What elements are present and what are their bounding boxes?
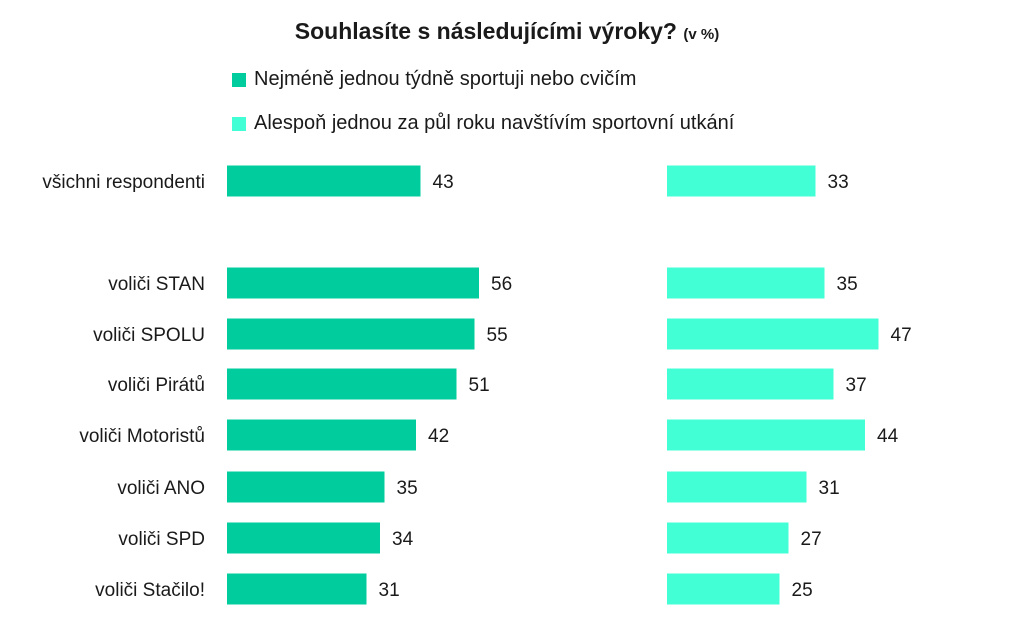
data-label-series-1: 42 bbox=[428, 426, 449, 447]
data-label-series-1: 55 bbox=[487, 325, 508, 346]
legend-item-series-2: Alespoň jednou za půl roku navštívím spo… bbox=[232, 112, 734, 135]
category-label: voliči Stačilo! bbox=[95, 580, 205, 601]
category-label: voliči STAN bbox=[108, 274, 205, 295]
bar-series-2 bbox=[667, 267, 825, 299]
bar-series-2 bbox=[667, 318, 879, 350]
category-label: všichni respondenti bbox=[42, 172, 205, 193]
data-label-series-2: 35 bbox=[837, 274, 858, 295]
data-label-series-1: 43 bbox=[433, 172, 454, 193]
data-label-series-1: 31 bbox=[379, 580, 400, 601]
chart-title: Souhlasíte s následujícími výroky? (v %) bbox=[0, 18, 1014, 45]
data-label-series-2: 31 bbox=[819, 478, 840, 499]
bar-series-2 bbox=[667, 419, 865, 451]
bar-series-1 bbox=[227, 522, 380, 554]
data-label-series-2: 33 bbox=[828, 172, 849, 193]
legend-label-series-2: Alespoň jednou za půl roku navštívím spo… bbox=[254, 112, 735, 134]
data-label-series-2: 47 bbox=[891, 325, 912, 346]
bar-series-2 bbox=[667, 368, 834, 400]
bar-series-1 bbox=[227, 368, 457, 400]
legend-item-series-1: Nejméně jednou týdně sportuji nebo cvičí… bbox=[232, 68, 636, 91]
data-label-series-1: 51 bbox=[469, 375, 490, 396]
category-label: voliči ANO bbox=[117, 478, 205, 499]
data-label-series-1: 34 bbox=[392, 529, 414, 550]
bar-series-2 bbox=[667, 522, 789, 554]
bar-series-1 bbox=[227, 573, 367, 605]
data-label-series-1: 56 bbox=[491, 274, 512, 295]
bar-series-2 bbox=[667, 165, 816, 197]
chart-title-text: Souhlasíte s následujícími výroky? bbox=[294, 18, 677, 44]
bar-series-2 bbox=[667, 471, 807, 503]
bar-series-1 bbox=[227, 471, 385, 503]
legend-swatch-series-2 bbox=[232, 116, 246, 131]
bar-series-1 bbox=[227, 419, 416, 451]
data-label-series-2: 27 bbox=[801, 529, 822, 550]
category-label: voliči Pirátů bbox=[108, 375, 205, 396]
data-label-series-2: 37 bbox=[846, 375, 867, 396]
data-label-series-2: 44 bbox=[877, 426, 899, 447]
category-label: voliči Motoristů bbox=[79, 426, 205, 447]
bar-series-1 bbox=[227, 318, 475, 350]
data-label-series-2: 25 bbox=[792, 580, 813, 601]
bar-series-1 bbox=[227, 165, 421, 197]
legend-label-series-1: Nejméně jednou týdně sportuji nebo cvičí… bbox=[254, 68, 637, 90]
bar-series-2 bbox=[667, 573, 780, 605]
bar-series-1 bbox=[227, 267, 479, 299]
legend-swatch-series-1 bbox=[232, 72, 246, 87]
data-label-series-1: 35 bbox=[397, 478, 418, 499]
chart-title-unit: (v %) bbox=[683, 26, 720, 43]
category-label: voliči SPD bbox=[118, 529, 205, 550]
category-label: voliči SPOLU bbox=[93, 325, 205, 346]
